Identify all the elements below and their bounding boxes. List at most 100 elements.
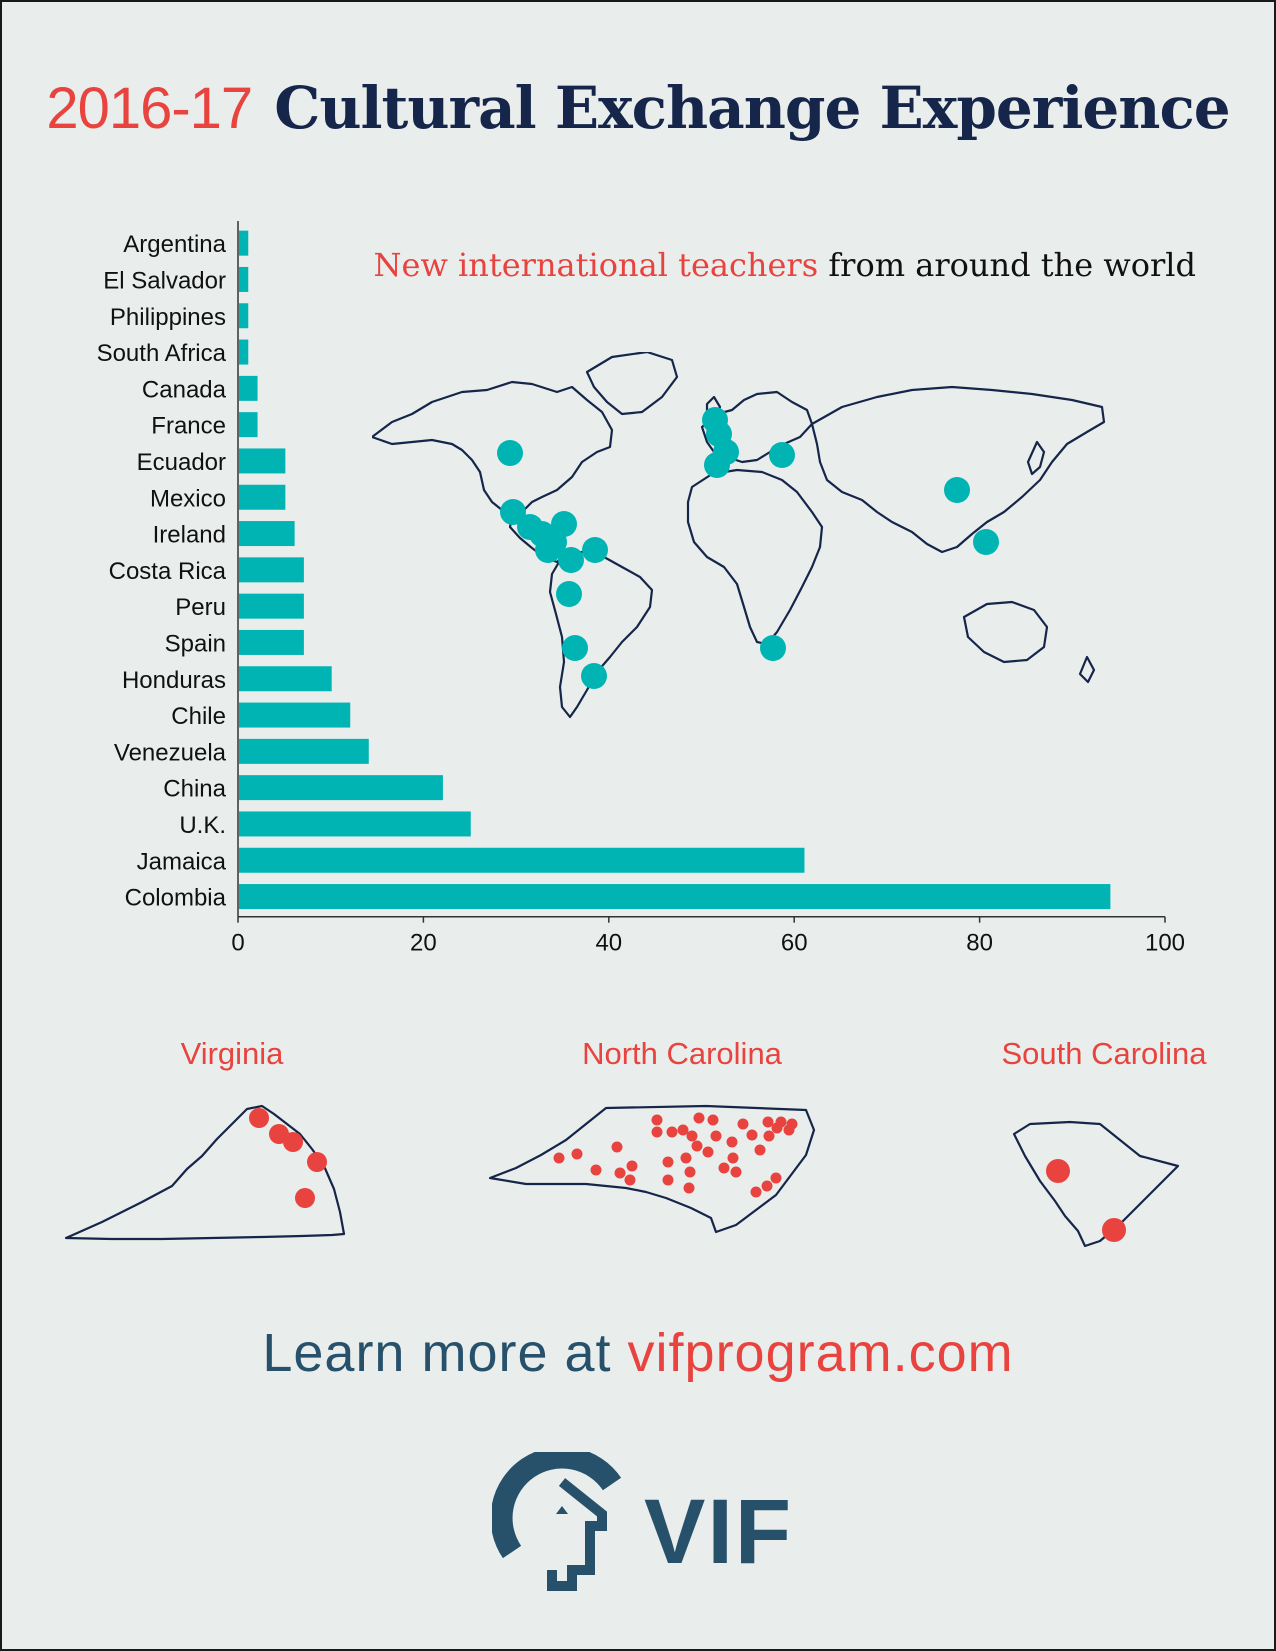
marker-peru [556,581,582,607]
nc-marker [626,1160,638,1172]
learn-more-callout: Learn more at vifprogram.com [2,1322,1274,1384]
marker-chile [562,635,588,661]
bar [239,521,295,547]
nc-marker [746,1129,758,1141]
teachers-bar-chart: Argentina El Salvador Philippines South Afr… [97,221,1185,957]
x-tick-label: 20 [410,930,437,957]
subtitle-rest: from around the world [828,246,1196,284]
nc-marker [614,1167,626,1179]
asia-outline [810,385,1106,554]
bar [239,811,471,837]
virginia-map [64,1104,346,1241]
bar [239,702,351,728]
africa-outline [686,468,824,646]
y-tick-label: Costa Rica [109,558,227,585]
nc-marker [761,1180,773,1192]
marker-mexico [500,499,526,525]
nc-marker [686,1130,698,1142]
state-label-south-carolina: South Carolina [1001,1036,1207,1071]
bar [239,230,249,256]
bar [239,484,286,510]
nc-marker [666,1126,678,1138]
nc-marker [762,1116,774,1128]
south-carolina-map [1012,1120,1180,1248]
y-tick-label: U.K. [179,812,226,839]
marker-ecuador [558,547,584,573]
y-tick-label: Colombia [125,885,227,912]
new-zealand-outline [1078,655,1096,684]
nc-marker [763,1130,775,1142]
x-tick-label: 0 [231,930,244,957]
y-tick-label: Spain [165,630,226,657]
subtitle-highlight: New international teachers [373,246,819,284]
marker-europe-east [769,442,795,468]
australia-outline [962,600,1049,664]
marker-brazil [582,537,608,563]
x-tick-label: 100 [1145,930,1185,957]
chart-subtitle: New international teachers from around t… [374,246,1197,284]
y-tick-label: China [163,776,226,803]
marker-south-africa [760,635,786,661]
bar [239,775,443,801]
state-label-north-carolina: North Carolina [582,1036,782,1071]
marker-argentina [581,663,607,689]
nc-marker [662,1174,674,1186]
nc-marker [718,1162,730,1174]
logo-text: VIF [644,1481,794,1583]
title-main: Cultural Exchange Experience [274,74,1230,142]
nc-marker [770,1172,782,1184]
y-tick-label: Argentina [123,231,226,258]
japan-outline [1026,440,1046,476]
world-map [372,352,1106,719]
nc-marker [683,1182,695,1194]
marker-jamaica [535,537,561,563]
title-year: 2016-17 [46,76,253,141]
bar [239,666,332,692]
x-tick-label: 60 [781,930,808,957]
nc-marker [730,1166,742,1178]
bar [239,339,249,365]
south-america-outline [548,550,654,719]
y-tick-label: El Salvador [103,267,226,294]
bar [239,847,805,873]
nc-marker [691,1140,703,1152]
nc-marker [590,1164,602,1176]
page-title: 2016-17 Cultural Exchange Experience [2,74,1274,142]
bar [239,412,258,438]
va-marker-3 [283,1132,303,1152]
cta-url-link[interactable]: vifprogram.com [627,1323,1014,1383]
nc-marker [624,1174,636,1186]
nc-marker [693,1112,705,1124]
nc-marker [750,1186,762,1198]
y-tick-label: Venezuela [114,739,227,766]
bar [239,303,249,329]
y-tick-label: Philippines [110,304,226,331]
sc-marker-2 [1102,1218,1126,1242]
nc-marker [684,1166,696,1178]
nc-marker [677,1124,689,1136]
marker-philippines [973,529,999,555]
nc-marker [775,1116,787,1128]
state-label-virginia: Virginia [180,1036,284,1071]
nc-marker [754,1144,766,1156]
y-tick-label: France [151,413,226,440]
bar [239,266,249,292]
y-tick-label: Canada [142,376,227,403]
marker-china [944,477,970,503]
bar [239,629,304,655]
north-carolina-map [488,1104,816,1234]
nc-marker [662,1156,674,1168]
y-tick-label: South Africa [97,340,227,367]
bar [239,375,258,401]
bar [239,738,369,764]
va-marker-1 [249,1108,269,1128]
nc-marker [553,1152,565,1164]
x-tick-label: 40 [595,930,622,957]
nc-marker [611,1141,623,1153]
nc-marker [727,1152,739,1164]
y-tick-label: Honduras [122,667,226,694]
y-tick-label: Mexico [150,485,226,512]
nc-marker [786,1118,798,1130]
nc-marker [707,1114,719,1126]
